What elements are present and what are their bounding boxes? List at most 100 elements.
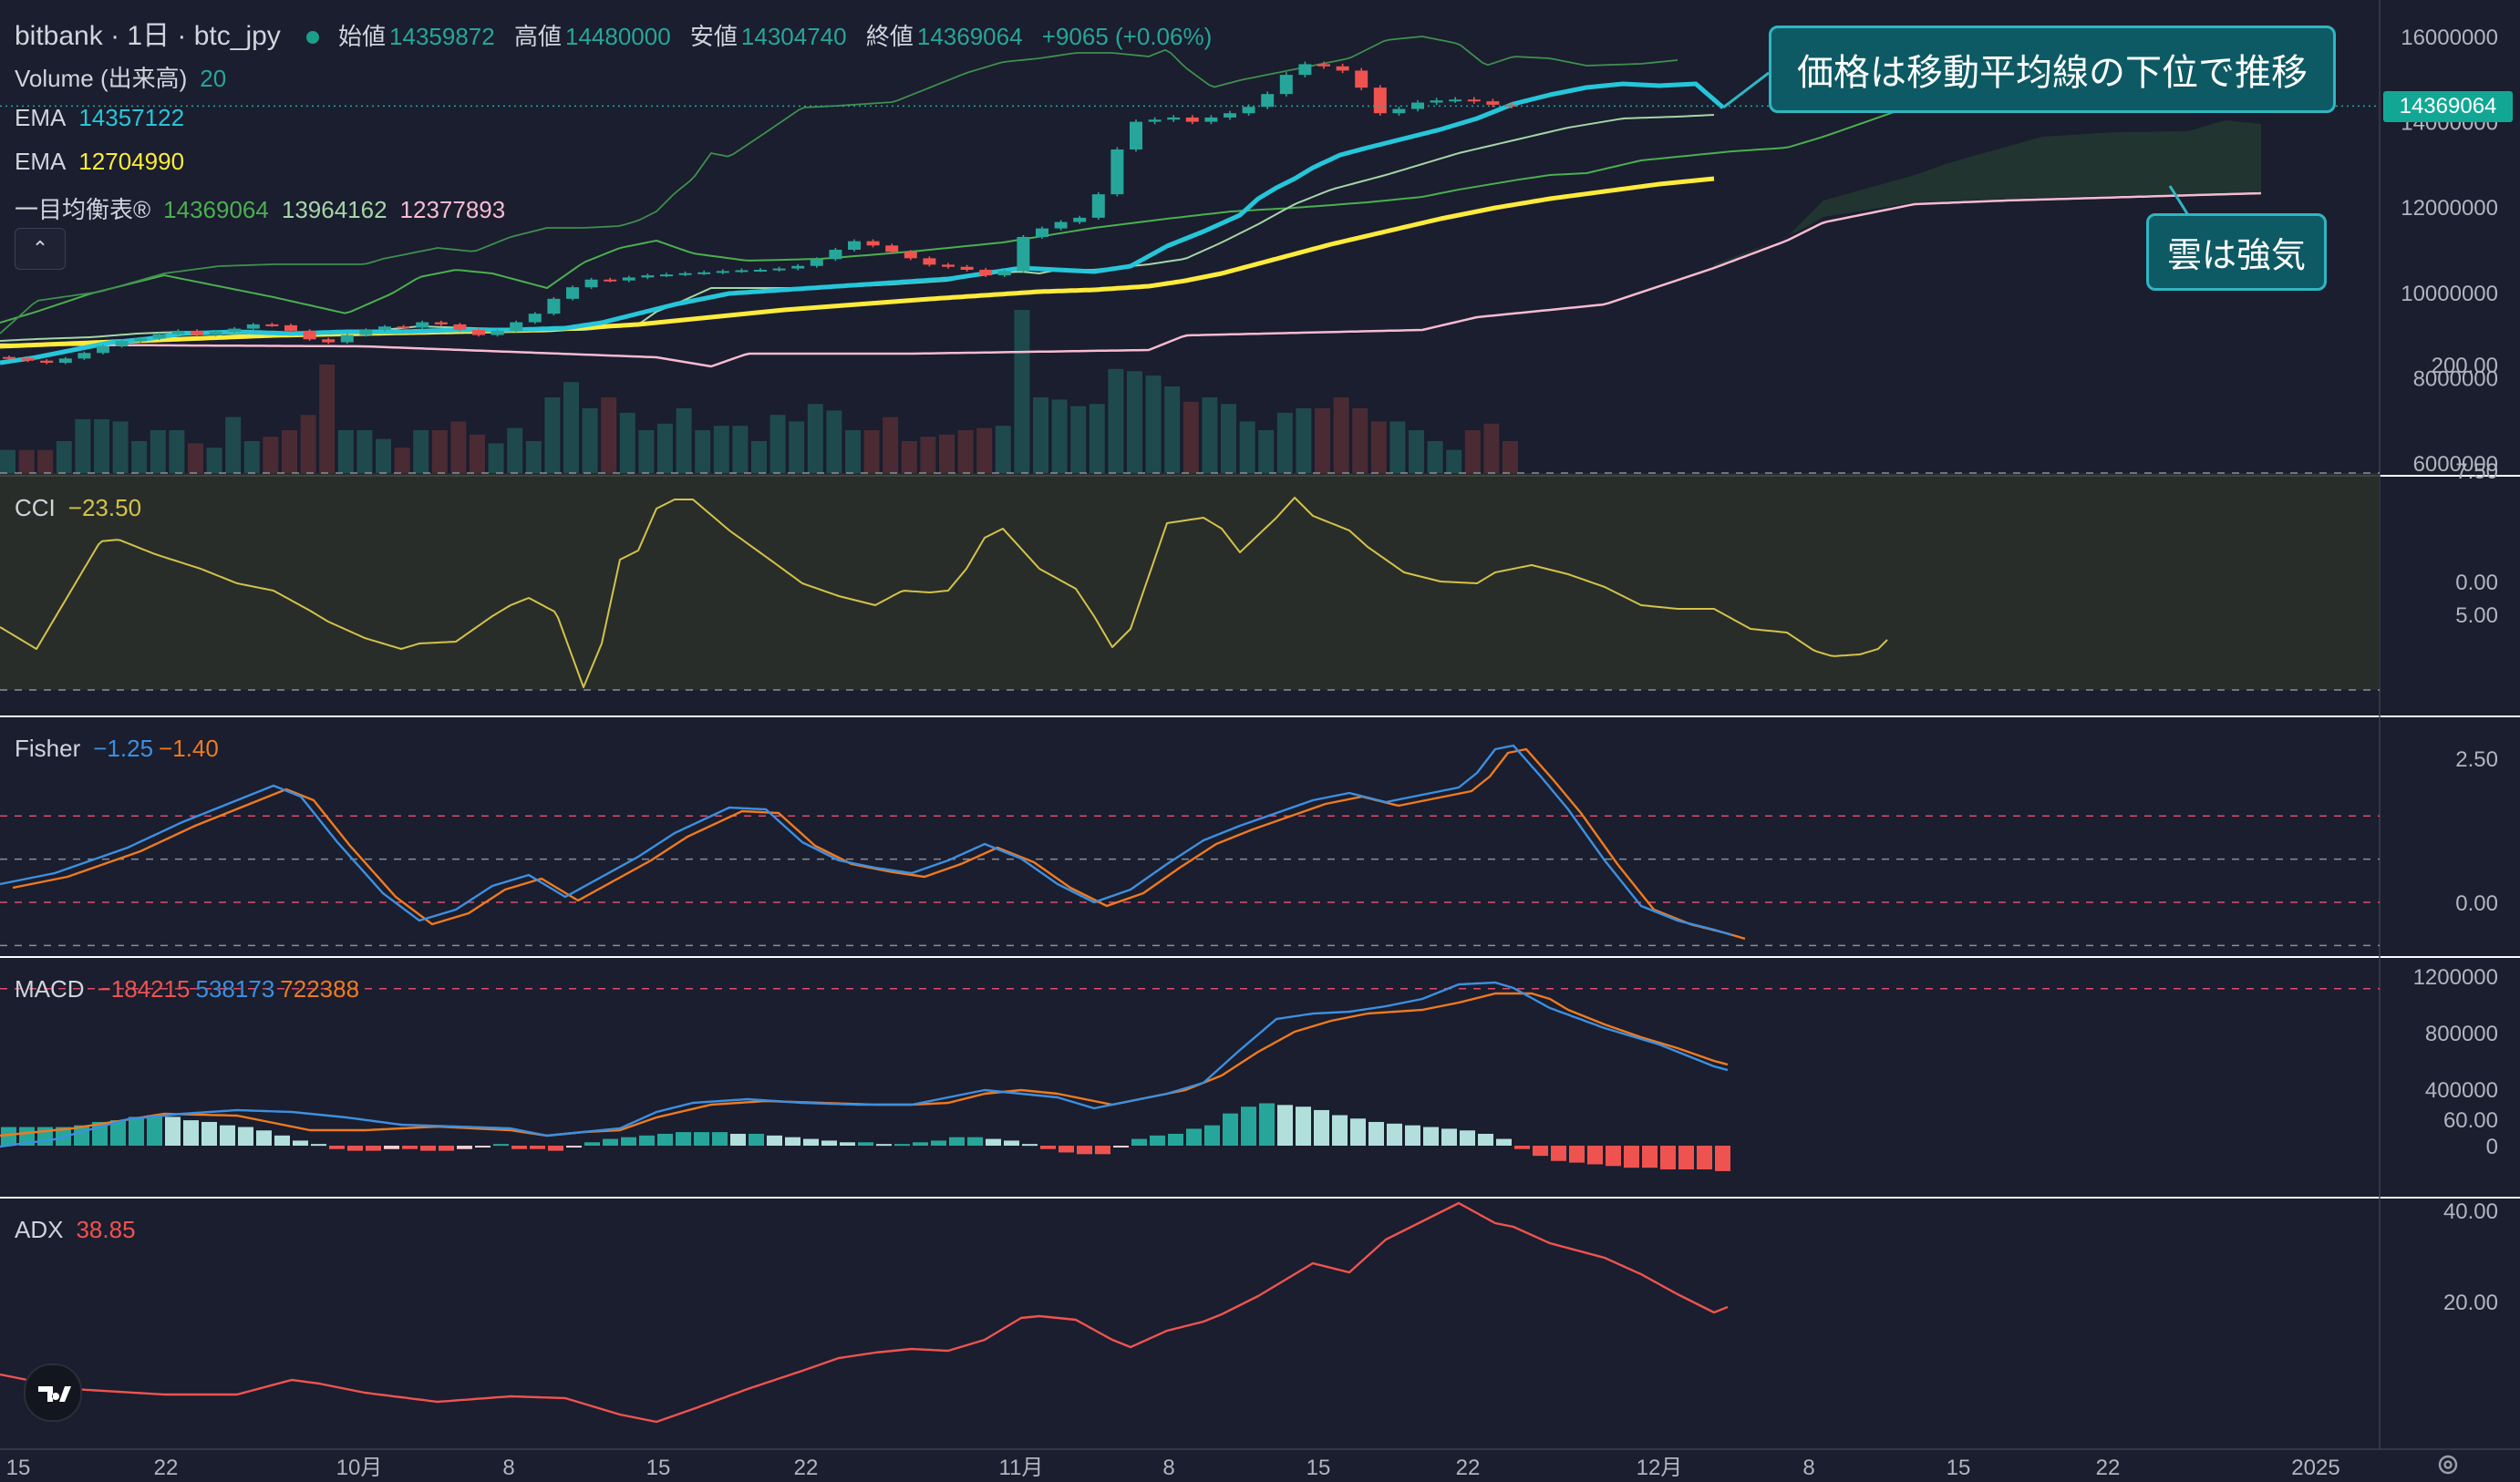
- macd-histogram-bar: [1332, 1115, 1348, 1146]
- macd-histogram-bar: [1624, 1146, 1639, 1168]
- ema-slow-legend[interactable]: EMA 12704990: [15, 148, 197, 176]
- volume-bar: [0, 449, 15, 474]
- volume-bar: [282, 430, 297, 474]
- ema-fast-line: [0, 81, 1725, 365]
- candle: [716, 271, 729, 273]
- volume-bar: [789, 421, 805, 474]
- macd-histogram-bar: [165, 1117, 181, 1146]
- ohlc-low-label: 安値: [689, 23, 738, 50]
- cci-legend[interactable]: CCI −23.50: [15, 494, 154, 522]
- macd-legend[interactable]: MACD −184215 538173 722388: [15, 975, 372, 1003]
- macd-histogram-bar: [749, 1133, 764, 1146]
- macd-histogram-bar: [676, 1132, 691, 1146]
- price-axis-tick: 8000000: [2413, 366, 2498, 391]
- gear-icon[interactable]: [2436, 1453, 2460, 1477]
- tradingview-logo-icon[interactable]: [24, 1364, 82, 1422]
- market-status-icon: [305, 31, 319, 45]
- macd-histogram-bar: [1077, 1146, 1092, 1155]
- candle: [1242, 107, 1255, 114]
- candle: [209, 331, 222, 335]
- volume-bar: [1070, 406, 1087, 474]
- candle: [997, 271, 1011, 276]
- volume-legend[interactable]: Volume (出来高) 20: [15, 60, 239, 94]
- candle: [528, 314, 542, 323]
- macd-histogram-bar: [238, 1127, 253, 1146]
- macd-histogram-bar: [347, 1146, 363, 1151]
- volume-bar: [1446, 449, 1462, 474]
- candle: [1336, 66, 1349, 71]
- ichimoku-legend[interactable]: 一目均衡表® 14369064 13964162 12377893: [15, 191, 518, 225]
- macd-label: MACD: [15, 975, 85, 1003]
- candle: [960, 266, 974, 270]
- macd-histogram-bar: [821, 1140, 837, 1146]
- cci-value: −23.50: [67, 494, 142, 521]
- candle: [772, 268, 786, 271]
- candle: [604, 279, 617, 282]
- chevron-up-icon: ⌃: [31, 237, 49, 260]
- macd-histogram-bar: [147, 1115, 162, 1146]
- candle: [77, 353, 91, 359]
- candle: [1091, 194, 1105, 218]
- volume-bar: [939, 434, 955, 474]
- ichimoku-lagging-span: [0, 36, 1678, 334]
- volume-bar: [263, 437, 279, 474]
- volume-bar: [525, 441, 542, 474]
- candle: [1185, 117, 1199, 122]
- macd-histogram-bar: [293, 1140, 308, 1146]
- adx-axis-tick: 60.00: [2443, 1108, 2498, 1133]
- volume-bar: [150, 430, 166, 474]
- candle: [58, 358, 72, 364]
- volume-bar: [957, 430, 974, 474]
- volume-bar: [56, 441, 72, 474]
- macd-value-3: 722388: [280, 975, 360, 1003]
- candle: [1148, 119, 1162, 122]
- candle: [510, 322, 523, 331]
- fisher-legend[interactable]: Fisher −1.25 −1.40: [15, 735, 232, 763]
- collapse-legend-button[interactable]: ⌃: [15, 228, 66, 270]
- candle: [1298, 64, 1312, 76]
- candle: [228, 328, 242, 332]
- candle: [1430, 100, 1443, 103]
- macd-histogram-bar: [366, 1146, 381, 1151]
- adx-legend[interactable]: ADX 38.85: [15, 1216, 149, 1244]
- macd-histogram-bar: [1095, 1146, 1110, 1155]
- symbol-legend: bitbank · 1日 · btc_jpy 始値 14359872 高値 1448…: [15, 13, 1224, 53]
- candle: [622, 277, 635, 281]
- macd-histogram-bar: [712, 1132, 728, 1146]
- candle: [584, 279, 598, 288]
- macd-histogram-bar: [420, 1146, 436, 1151]
- ohlc-close-value: 14369064: [916, 23, 1023, 50]
- macd-histogram-bar: [876, 1144, 892, 1147]
- volume-value: 20: [200, 65, 227, 92]
- ohlc-close-label: 終値: [865, 23, 914, 50]
- macd-histogram-bar: [493, 1144, 509, 1147]
- candle: [1486, 101, 1500, 105]
- candle: [829, 250, 842, 260]
- macd-histogram-bar: [986, 1138, 1001, 1146]
- volume-bar: [657, 423, 673, 474]
- macd-value-2: 538173: [195, 975, 275, 1003]
- macd-histogram-bar: [384, 1146, 399, 1149]
- ema-fast-legend[interactable]: EMA 14357122: [15, 104, 197, 132]
- macd-histogram-bar: [1496, 1138, 1512, 1146]
- time-axis-tick: 12月: [1637, 1456, 1683, 1480]
- macd-histogram-bar: [621, 1137, 636, 1146]
- ema-slow-value: 12704990: [78, 148, 185, 175]
- volume-bar: [1221, 404, 1236, 474]
- price-axis-tick: 6000000: [2413, 452, 2498, 477]
- macd-histogram-bar: [311, 1144, 326, 1147]
- ichimoku-cloud: [1714, 120, 2261, 268]
- candle: [1073, 217, 1087, 222]
- macd-histogram-bar: [1131, 1138, 1147, 1146]
- time-axis-tick: 15: [1947, 1456, 1971, 1480]
- macd-histogram-bar: [1460, 1130, 1475, 1146]
- candle: [416, 322, 429, 328]
- candle: [340, 334, 354, 343]
- ichimoku-value-3: 12377893: [399, 196, 506, 223]
- macd-histogram-bar: [785, 1137, 800, 1146]
- candle: [1261, 94, 1275, 108]
- time-axis-tick: 15: [1306, 1456, 1331, 1480]
- volume-bar: [376, 438, 391, 474]
- candle: [697, 272, 711, 274]
